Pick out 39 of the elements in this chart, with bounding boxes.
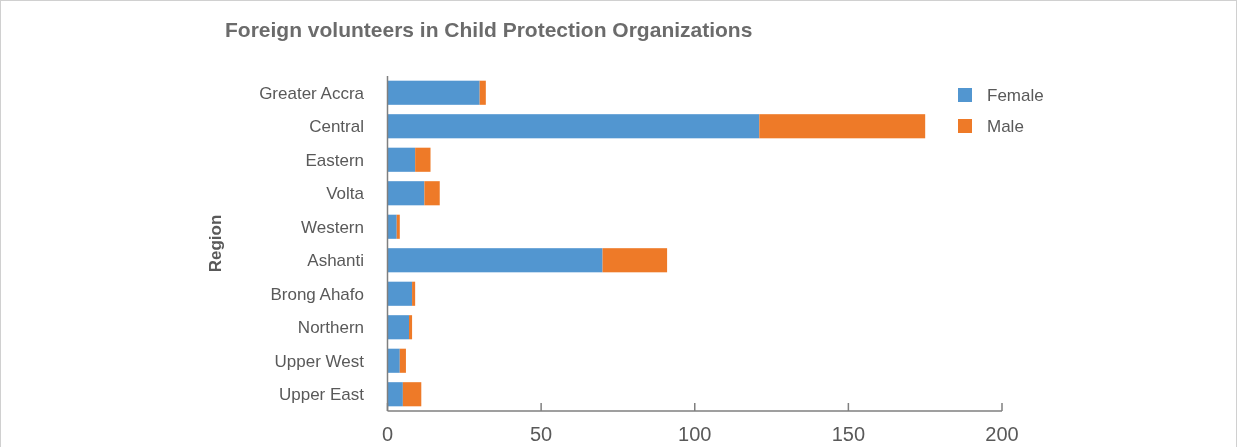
- bar: [387, 348, 400, 373]
- x-tick-label: 200: [985, 423, 1019, 445]
- bar: [415, 147, 431, 172]
- y-tick-label: Eastern: [305, 150, 364, 170]
- y-axis-title: Region: [206, 214, 225, 273]
- bar: [387, 382, 403, 407]
- bar: [387, 114, 760, 139]
- y-tick-label: Ashanti: [307, 251, 364, 271]
- legend-label: Female: [987, 86, 1044, 105]
- y-tick-label: Western: [301, 217, 364, 237]
- bar: [424, 181, 440, 206]
- chart-title: Foreign volunteers in Child Protection Organizations: [225, 18, 753, 41]
- bar: [602, 248, 668, 273]
- y-tick-label: Central: [309, 117, 364, 137]
- x-tick-label: 50: [530, 423, 553, 445]
- legend-label: Male: [987, 117, 1024, 136]
- y-tick-label: Greater Accra: [259, 83, 365, 103]
- bar: [759, 114, 926, 139]
- y-tick-label: Northern: [297, 318, 364, 338]
- x-tick-label: 150: [831, 423, 866, 445]
- bar: [409, 315, 413, 340]
- x-tick-label: 0: [381, 423, 394, 445]
- y-tick-label: Upper East: [278, 385, 365, 405]
- bar: [387, 147, 416, 172]
- y-tick-label: Volta: [326, 184, 365, 204]
- bar: [412, 281, 416, 306]
- y-tick-label: Brong Ahafo: [270, 284, 364, 304]
- bar: [387, 181, 425, 206]
- x-tick-label: 100: [678, 423, 712, 445]
- bar: [399, 348, 406, 373]
- bar: [479, 80, 486, 105]
- bar: [387, 248, 603, 273]
- bar: [387, 315, 410, 340]
- bar: [387, 80, 480, 105]
- bar: [396, 214, 400, 239]
- bar: [387, 214, 397, 239]
- bar: [387, 281, 413, 306]
- y-tick-label: Upper West: [274, 351, 365, 371]
- bar: [402, 382, 422, 407]
